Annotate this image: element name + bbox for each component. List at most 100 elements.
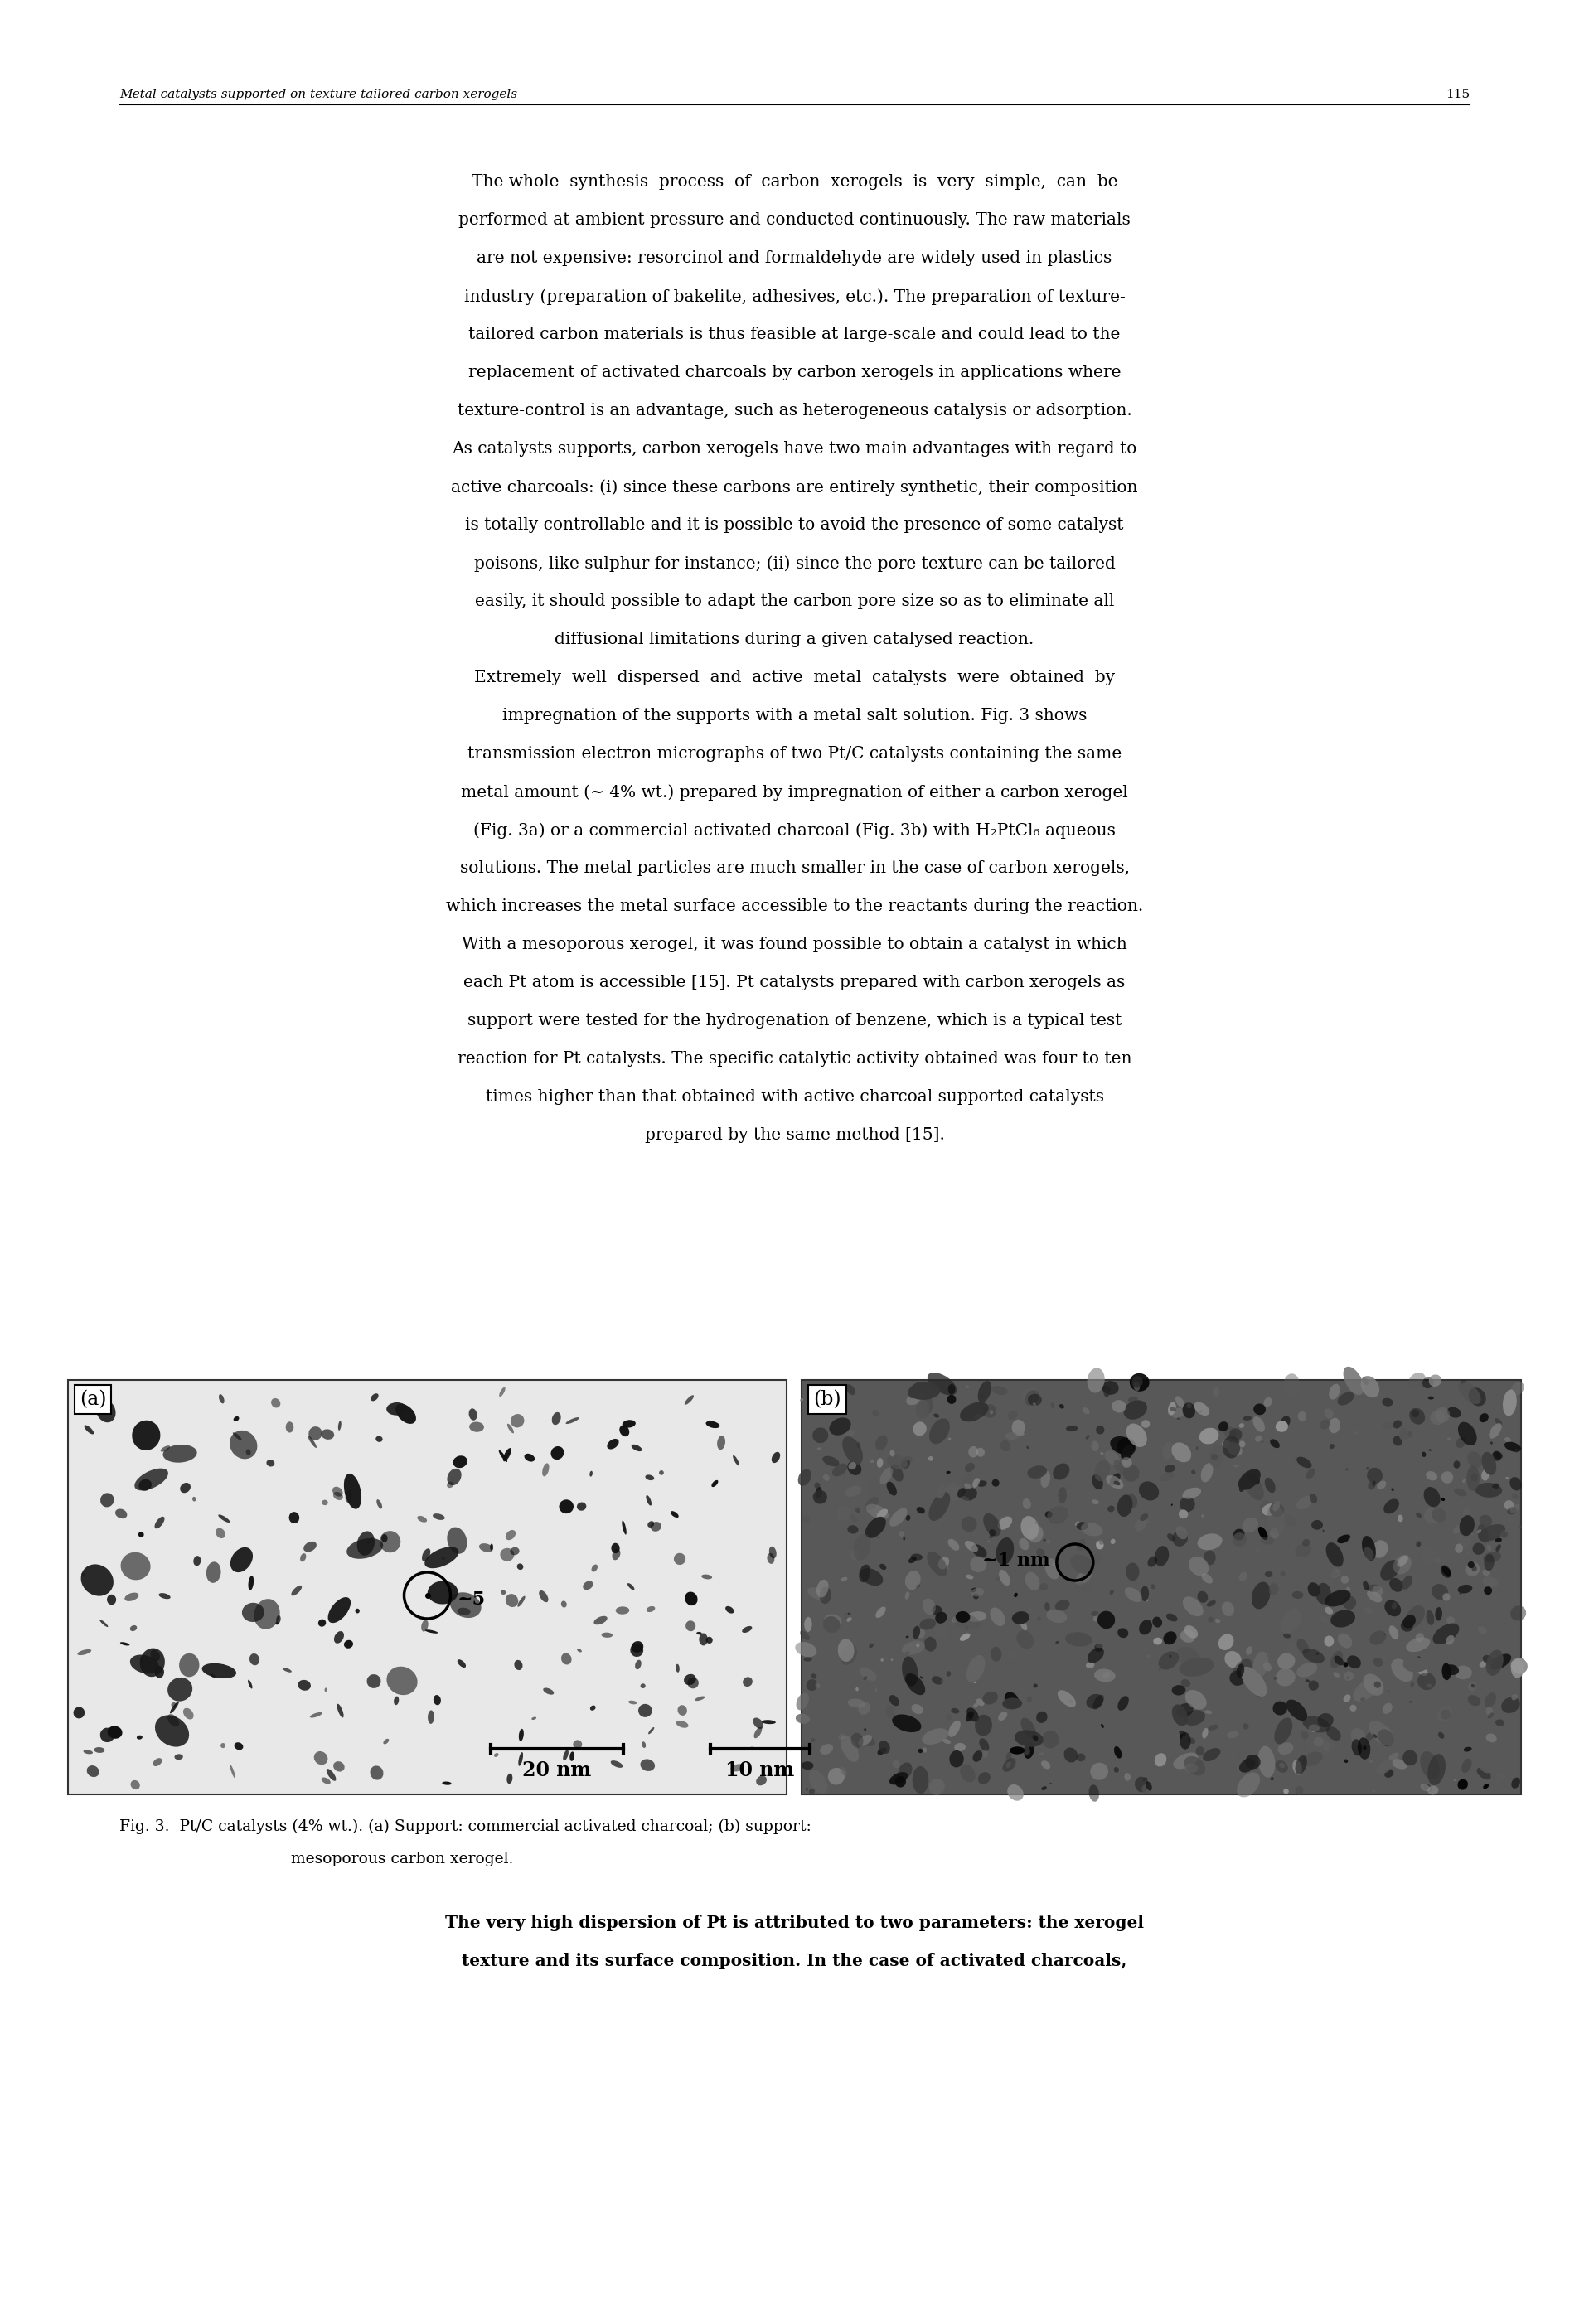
Ellipse shape: [1028, 1394, 1042, 1406]
Ellipse shape: [531, 1717, 537, 1720]
Ellipse shape: [1204, 1710, 1212, 1715]
Ellipse shape: [1287, 1699, 1308, 1720]
Ellipse shape: [1286, 1643, 1298, 1655]
Ellipse shape: [1125, 1773, 1131, 1780]
Ellipse shape: [984, 1513, 1001, 1536]
Ellipse shape: [1131, 1376, 1142, 1387]
Ellipse shape: [100, 1620, 108, 1627]
Ellipse shape: [1448, 1439, 1451, 1441]
Ellipse shape: [1281, 1515, 1298, 1527]
Ellipse shape: [1201, 1573, 1212, 1583]
Ellipse shape: [1303, 1752, 1322, 1766]
Ellipse shape: [949, 1538, 960, 1550]
Ellipse shape: [961, 1487, 977, 1501]
Ellipse shape: [1390, 1659, 1413, 1683]
Ellipse shape: [1197, 1745, 1204, 1755]
Ellipse shape: [1066, 1483, 1073, 1490]
Ellipse shape: [814, 1490, 828, 1504]
Ellipse shape: [1028, 1466, 1047, 1478]
Ellipse shape: [1510, 1478, 1522, 1490]
Ellipse shape: [1193, 1401, 1209, 1415]
Ellipse shape: [1208, 1724, 1219, 1731]
Ellipse shape: [825, 1615, 842, 1627]
Ellipse shape: [1074, 1522, 1079, 1525]
Ellipse shape: [1378, 1480, 1386, 1490]
Ellipse shape: [1003, 1757, 1015, 1771]
Ellipse shape: [969, 1399, 985, 1413]
Ellipse shape: [842, 1736, 847, 1741]
Ellipse shape: [1298, 1411, 1306, 1422]
Ellipse shape: [671, 1511, 679, 1518]
Ellipse shape: [1297, 1497, 1313, 1511]
Ellipse shape: [849, 1462, 856, 1469]
Ellipse shape: [1111, 1436, 1135, 1455]
Ellipse shape: [1325, 1606, 1333, 1615]
Ellipse shape: [1239, 1571, 1247, 1580]
Ellipse shape: [1047, 1506, 1068, 1525]
Ellipse shape: [1128, 1397, 1138, 1401]
Ellipse shape: [1398, 1515, 1403, 1522]
Ellipse shape: [1471, 1685, 1475, 1687]
Ellipse shape: [1441, 1566, 1451, 1576]
Ellipse shape: [1200, 1411, 1203, 1413]
Ellipse shape: [1441, 1664, 1451, 1680]
Ellipse shape: [1328, 1418, 1340, 1434]
Ellipse shape: [1020, 1717, 1036, 1738]
Ellipse shape: [218, 1515, 230, 1522]
Ellipse shape: [249, 1652, 259, 1666]
Text: support were tested for the hydrogenation of benzene, which is a typical test: support were tested for the hydrogenatio…: [467, 1013, 1122, 1030]
Ellipse shape: [1373, 1734, 1378, 1738]
Ellipse shape: [1041, 1471, 1050, 1487]
Ellipse shape: [1392, 1601, 1397, 1608]
Ellipse shape: [172, 1701, 176, 1708]
Ellipse shape: [984, 1404, 996, 1418]
Text: is totally controllable and it is possible to avoid the presence of some catalys: is totally controllable and it is possib…: [466, 518, 1123, 532]
Ellipse shape: [804, 1657, 812, 1662]
Ellipse shape: [1433, 1622, 1459, 1645]
Ellipse shape: [542, 1464, 550, 1476]
Ellipse shape: [807, 1587, 826, 1599]
Ellipse shape: [1258, 1527, 1268, 1541]
Ellipse shape: [1123, 1399, 1147, 1420]
Ellipse shape: [806, 1787, 809, 1792]
Ellipse shape: [1456, 1543, 1463, 1552]
Ellipse shape: [1046, 1557, 1060, 1580]
Ellipse shape: [289, 1513, 299, 1525]
Ellipse shape: [1430, 1411, 1446, 1425]
Ellipse shape: [551, 1413, 561, 1425]
Ellipse shape: [1308, 1583, 1320, 1597]
Ellipse shape: [1378, 1729, 1395, 1745]
Ellipse shape: [823, 1394, 841, 1411]
Ellipse shape: [1257, 1550, 1258, 1552]
Ellipse shape: [860, 1564, 871, 1583]
Ellipse shape: [966, 1655, 985, 1683]
Ellipse shape: [1429, 1373, 1441, 1387]
Ellipse shape: [918, 1385, 922, 1392]
Ellipse shape: [920, 1618, 936, 1629]
Ellipse shape: [1054, 1464, 1069, 1480]
Ellipse shape: [1076, 1571, 1092, 1585]
Ellipse shape: [876, 1687, 877, 1692]
Ellipse shape: [1373, 1585, 1382, 1597]
Ellipse shape: [1135, 1518, 1146, 1532]
Ellipse shape: [887, 1483, 896, 1497]
Ellipse shape: [180, 1652, 199, 1678]
Ellipse shape: [945, 1715, 952, 1720]
Ellipse shape: [377, 1499, 383, 1508]
Ellipse shape: [326, 1769, 335, 1780]
Ellipse shape: [1077, 1538, 1085, 1550]
Ellipse shape: [685, 1592, 698, 1606]
Ellipse shape: [1034, 1522, 1038, 1525]
Ellipse shape: [1479, 1662, 1487, 1666]
Ellipse shape: [815, 1487, 822, 1499]
Ellipse shape: [1327, 1727, 1341, 1741]
Ellipse shape: [1416, 1513, 1422, 1518]
Ellipse shape: [356, 1608, 359, 1613]
Ellipse shape: [1050, 1404, 1055, 1408]
Ellipse shape: [510, 1548, 520, 1555]
Ellipse shape: [574, 1741, 582, 1750]
Ellipse shape: [116, 1508, 127, 1518]
Ellipse shape: [934, 1413, 939, 1418]
Ellipse shape: [642, 1741, 645, 1748]
Ellipse shape: [877, 1457, 883, 1469]
